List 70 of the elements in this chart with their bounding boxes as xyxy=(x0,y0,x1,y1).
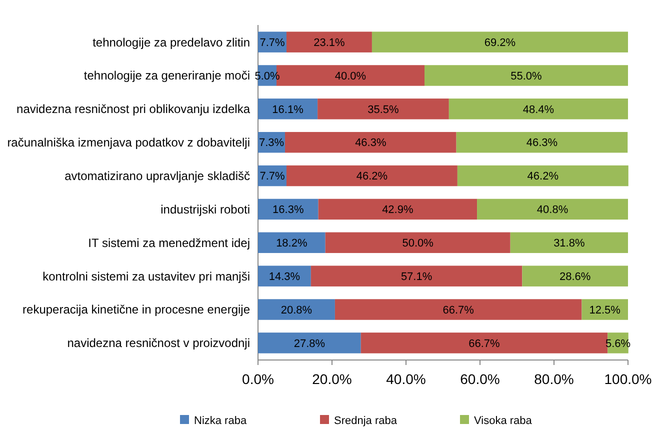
data-label: 46.3% xyxy=(355,137,386,150)
data-label: 27.8% xyxy=(294,338,326,350)
data-label: 42.9% xyxy=(382,204,414,216)
legend-label: Nizka raba xyxy=(194,414,248,427)
bar xyxy=(372,32,628,52)
bar xyxy=(258,232,326,254)
data-label: 16.3% xyxy=(272,204,304,216)
data-label: 66.7% xyxy=(442,304,474,316)
bar xyxy=(285,132,456,153)
bar xyxy=(318,98,449,120)
bar xyxy=(522,266,628,286)
bar xyxy=(258,332,361,354)
data-label: 66.7% xyxy=(468,338,500,350)
data-label: 18.2% xyxy=(276,238,308,250)
bar xyxy=(360,332,608,354)
y-tick-label: navidezna resničnost pri oblikovanju izdelka xyxy=(16,102,250,116)
data-label: 23.1% xyxy=(314,36,346,49)
bar xyxy=(448,98,628,120)
data-label: 46.2% xyxy=(527,170,559,183)
bar xyxy=(477,198,628,220)
y-tick-label: tehnologije za generiranje moči xyxy=(84,68,250,83)
y-tick-label: tehnologije za predelavo zlitin xyxy=(92,35,250,50)
bar xyxy=(258,299,335,320)
data-label: 46.2% xyxy=(356,170,388,183)
y-tick-label: industrijski roboti xyxy=(160,202,250,216)
x-tick-label: 40.0% xyxy=(386,371,426,387)
x-tick-label: 100.0% xyxy=(604,371,652,387)
data-label: 35.5% xyxy=(368,104,400,116)
bar xyxy=(258,98,318,120)
data-label: 16.1% xyxy=(272,104,304,116)
data-label: 20.8% xyxy=(280,304,312,316)
data-label: 40.0% xyxy=(334,70,366,82)
data-label: 48.4% xyxy=(522,104,554,116)
bar xyxy=(286,32,372,52)
bar xyxy=(258,198,318,220)
y-tick-label: kontrolni sistemi za ustavitev pri manjši xyxy=(42,269,250,284)
data-label: 50.0% xyxy=(402,238,434,250)
legend-label: Srednja raba xyxy=(334,414,398,427)
y-tick-label: rekuperacija kinetične in procesne energije xyxy=(22,302,250,317)
y-tick-label: avtomatizirano upravljanje skladišč xyxy=(64,168,250,183)
data-label: 55.0% xyxy=(510,70,542,82)
data-label: 40.8% xyxy=(536,204,568,216)
bar xyxy=(318,198,478,220)
data-label: 28.6% xyxy=(559,270,591,283)
x-tick-label: 80.0% xyxy=(534,371,574,387)
bar xyxy=(510,232,628,254)
legend-label: Visoka raba xyxy=(474,414,533,427)
bar xyxy=(258,266,311,286)
data-label: 31.8% xyxy=(554,238,585,250)
x-tick-label: 0.0% xyxy=(242,371,274,387)
data-label: 57.1% xyxy=(400,270,432,283)
data-label: 14.3% xyxy=(268,270,300,283)
bar xyxy=(310,266,522,286)
data-label: 69.2% xyxy=(484,36,516,49)
bar xyxy=(424,65,628,86)
y-tick-label: IT sistemi za menedžment idej xyxy=(88,236,250,250)
bar xyxy=(456,132,628,153)
y-tick-label: računalniška izmenjava podatkov z dobavitelji xyxy=(7,136,250,150)
x-tick-label: 60.0% xyxy=(460,371,500,387)
bar xyxy=(334,299,582,320)
data-label: 7.3% xyxy=(258,137,284,150)
bar xyxy=(325,232,510,254)
bar xyxy=(286,165,458,186)
data-label: 46.3% xyxy=(526,137,558,150)
x-tick-label: 20.0% xyxy=(312,371,352,387)
data-label: 12.5% xyxy=(589,304,621,316)
bar xyxy=(457,165,628,186)
y-tick-label: navidezna resničnost v proizvodnji xyxy=(67,336,250,350)
data-label: 7.7% xyxy=(260,36,285,49)
data-label: 7.7% xyxy=(260,170,285,183)
